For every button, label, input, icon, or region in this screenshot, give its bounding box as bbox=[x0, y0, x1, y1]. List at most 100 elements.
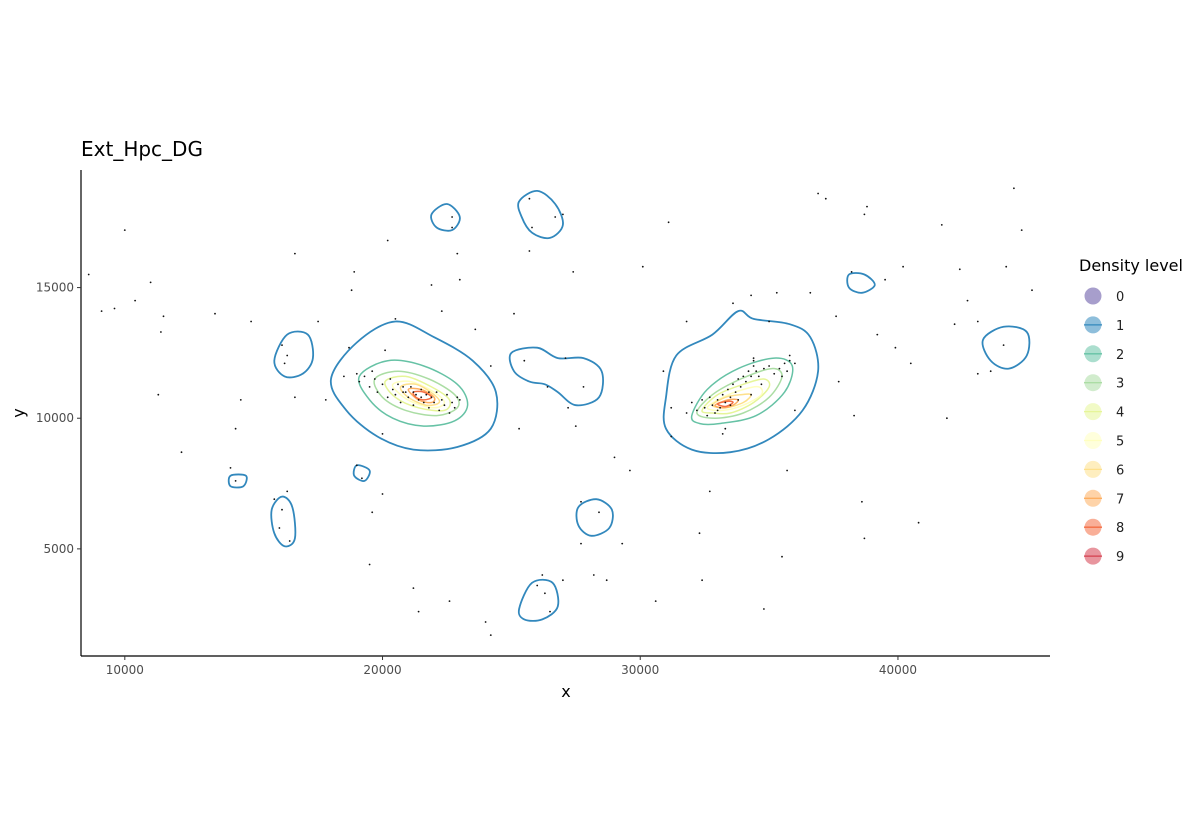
contour-line-level-8 bbox=[716, 400, 734, 408]
data-point bbox=[809, 291, 812, 294]
data-point bbox=[417, 399, 420, 401]
data-point bbox=[458, 399, 461, 401]
contour-line-level-4 bbox=[384, 375, 452, 412]
data-point bbox=[946, 417, 948, 420]
contour-line-level-1 bbox=[273, 330, 315, 379]
data-point bbox=[384, 349, 386, 352]
data-point bbox=[861, 500, 863, 503]
data-point bbox=[397, 383, 399, 386]
data-point bbox=[701, 579, 703, 582]
data-point bbox=[324, 399, 327, 401]
data-point bbox=[1013, 187, 1015, 190]
contour-line-level-1 bbox=[662, 309, 820, 455]
legend-label-level-1: 1 bbox=[1116, 319, 1124, 334]
data-point bbox=[866, 205, 868, 208]
data-point bbox=[402, 391, 404, 393]
y-tick-label: 15000 bbox=[36, 281, 74, 295]
data-point bbox=[446, 393, 448, 396]
data-point bbox=[484, 621, 487, 623]
data-point bbox=[572, 271, 575, 273]
data-point bbox=[894, 346, 897, 349]
data-point bbox=[113, 307, 116, 310]
data-point bbox=[363, 375, 366, 378]
x-axis-title: x bbox=[561, 682, 570, 701]
data-point bbox=[752, 365, 755, 367]
contour-line-level-1 bbox=[227, 473, 248, 489]
data-point bbox=[953, 323, 956, 326]
data-point bbox=[407, 396, 410, 399]
contour-line-level-1 bbox=[981, 325, 1031, 370]
data-point bbox=[641, 265, 644, 268]
contour-line-level-8 bbox=[412, 390, 433, 401]
data-point bbox=[528, 197, 531, 200]
data-point bbox=[580, 542, 582, 545]
data-point bbox=[719, 406, 721, 409]
contour-line-level-1 bbox=[352, 464, 371, 482]
data-point bbox=[621, 542, 624, 545]
data-point bbox=[157, 393, 160, 396]
data-point bbox=[598, 511, 600, 514]
data-point bbox=[781, 555, 783, 558]
data-point bbox=[430, 284, 433, 286]
data-point bbox=[448, 412, 451, 414]
data-point bbox=[404, 391, 407, 393]
data-point bbox=[670, 435, 673, 438]
data-point bbox=[703, 406, 706, 409]
data-point bbox=[564, 357, 567, 359]
data-point bbox=[752, 357, 755, 359]
data-point bbox=[317, 320, 319, 323]
data-point bbox=[737, 378, 740, 380]
data-point bbox=[760, 383, 763, 386]
data-point bbox=[853, 414, 855, 417]
contour-line-level-7 bbox=[714, 398, 740, 409]
chart-title: Ext_Hpc_DG bbox=[81, 137, 203, 161]
data-point bbox=[440, 399, 443, 401]
data-point bbox=[412, 587, 415, 589]
data-point bbox=[902, 265, 904, 268]
data-point bbox=[940, 224, 943, 226]
data-point bbox=[966, 299, 969, 302]
data-point bbox=[732, 302, 734, 305]
legend: Density level 0 1 2 3 4 5 6 7 8 9 bbox=[1079, 256, 1183, 565]
legend-label-level-7: 7 bbox=[1116, 492, 1124, 507]
data-point bbox=[428, 391, 430, 393]
data-point bbox=[428, 406, 430, 409]
data-point bbox=[420, 396, 423, 399]
data-point bbox=[850, 271, 853, 273]
data-point bbox=[294, 396, 296, 399]
data-point bbox=[989, 370, 992, 373]
data-point bbox=[670, 406, 673, 409]
data-point bbox=[685, 320, 688, 323]
data-point bbox=[786, 370, 788, 373]
data-point bbox=[422, 401, 425, 404]
contour-line-level-1 bbox=[517, 190, 564, 240]
data-point bbox=[394, 318, 397, 320]
data-point bbox=[1002, 344, 1005, 346]
data-point bbox=[605, 579, 608, 582]
data-point bbox=[438, 409, 441, 412]
data-point bbox=[976, 372, 979, 375]
data-point bbox=[430, 396, 433, 399]
data-point bbox=[876, 333, 879, 336]
data-point bbox=[724, 427, 727, 430]
data-point bbox=[778, 367, 781, 370]
data-point bbox=[273, 498, 276, 501]
y-axis-title: y bbox=[9, 408, 28, 417]
data-point bbox=[757, 375, 760, 378]
data-point bbox=[667, 221, 670, 224]
data-point bbox=[381, 433, 384, 435]
data-point bbox=[786, 469, 788, 472]
data-point bbox=[580, 500, 582, 503]
data-point bbox=[745, 380, 747, 383]
data-point bbox=[788, 359, 791, 362]
contour-line-level-5 bbox=[706, 385, 764, 412]
data-point bbox=[721, 393, 724, 396]
data-point bbox=[737, 399, 740, 401]
legend-label-level-9: 9 bbox=[1116, 550, 1124, 565]
data-point bbox=[567, 406, 569, 409]
data-point bbox=[1020, 229, 1023, 232]
legend-title: Density level bbox=[1079, 256, 1183, 275]
data-point bbox=[531, 226, 533, 229]
data-point bbox=[752, 359, 755, 362]
